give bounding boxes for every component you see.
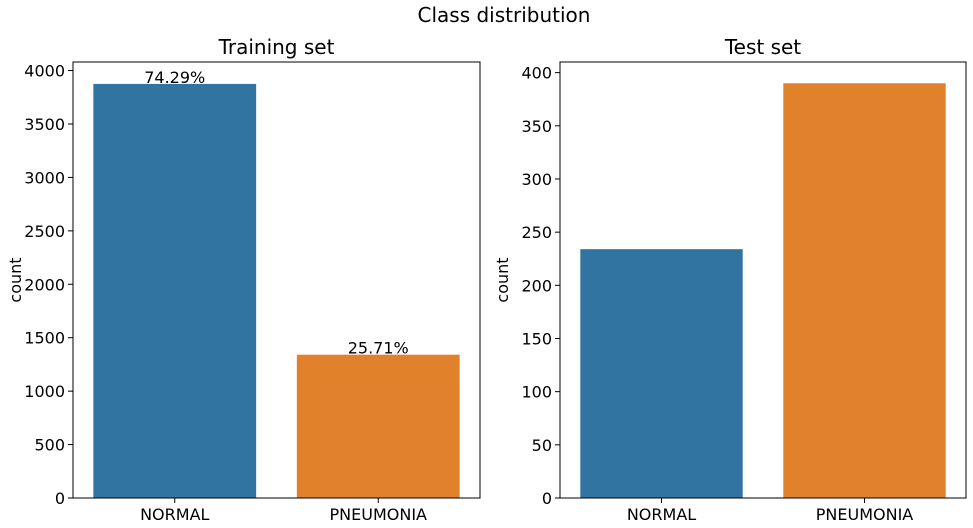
training-ytick-label: 2000 — [24, 275, 65, 294]
test-ytick-label: 100 — [521, 383, 552, 402]
training-ytick-label: 4000 — [24, 62, 65, 81]
training-ytick-label: 3500 — [24, 115, 65, 134]
test-ytick-label: 50 — [532, 436, 552, 455]
training-ytick-label: 2500 — [24, 222, 65, 241]
test-ytick-label: 250 — [521, 223, 552, 242]
training-bar-pneumonia — [296, 354, 460, 498]
test-ytick-label: 150 — [521, 329, 552, 348]
training-ytick-label: 3000 — [24, 168, 65, 187]
training-ytick-label: 1500 — [24, 329, 65, 348]
test-ytick-label: 200 — [521, 276, 552, 295]
test-xtick-label: NORMAL — [627, 505, 696, 524]
training-y-axis-label: count — [6, 257, 25, 302]
training-ytick-label: 500 — [34, 436, 65, 455]
training-set-chart: Training set 74.29% 25.71% 0 500 1000 1500 2000… — [6, 35, 481, 524]
training-xtick-label: PNEUMONIA — [330, 505, 428, 524]
training-axes-frame — [72, 61, 481, 499]
test-axes-frame — [559, 61, 967, 499]
training-xtick-label: NORMAL — [140, 505, 209, 524]
training-ytick-label: 0 — [55, 489, 65, 508]
test-ytick-label: 0 — [542, 489, 552, 508]
test-xtick-label: PNEUMONIA — [816, 505, 914, 524]
test-chart-title: Test set — [724, 35, 801, 59]
training-data-label: 74.29% — [144, 68, 205, 87]
test-ytick-label: 350 — [521, 117, 552, 136]
test-ytick-label: 400 — [521, 64, 552, 83]
test-set-chart: Test set 0 50 100 150 200 250 300 350 400 NORMAL PN… — [493, 35, 967, 524]
test-bar-normal — [580, 249, 743, 498]
test-y-axis-label: count — [493, 257, 512, 302]
figure-suptitle: Class distribution — [418, 3, 591, 27]
training-data-label: 25.71% — [348, 339, 409, 358]
test-bar-pneumonia — [783, 83, 946, 498]
training-ytick-label: 1000 — [24, 382, 65, 401]
training-chart-title: Training set — [218, 35, 335, 59]
training-bar-normal — [93, 83, 257, 498]
test-ytick-label: 300 — [521, 170, 552, 189]
